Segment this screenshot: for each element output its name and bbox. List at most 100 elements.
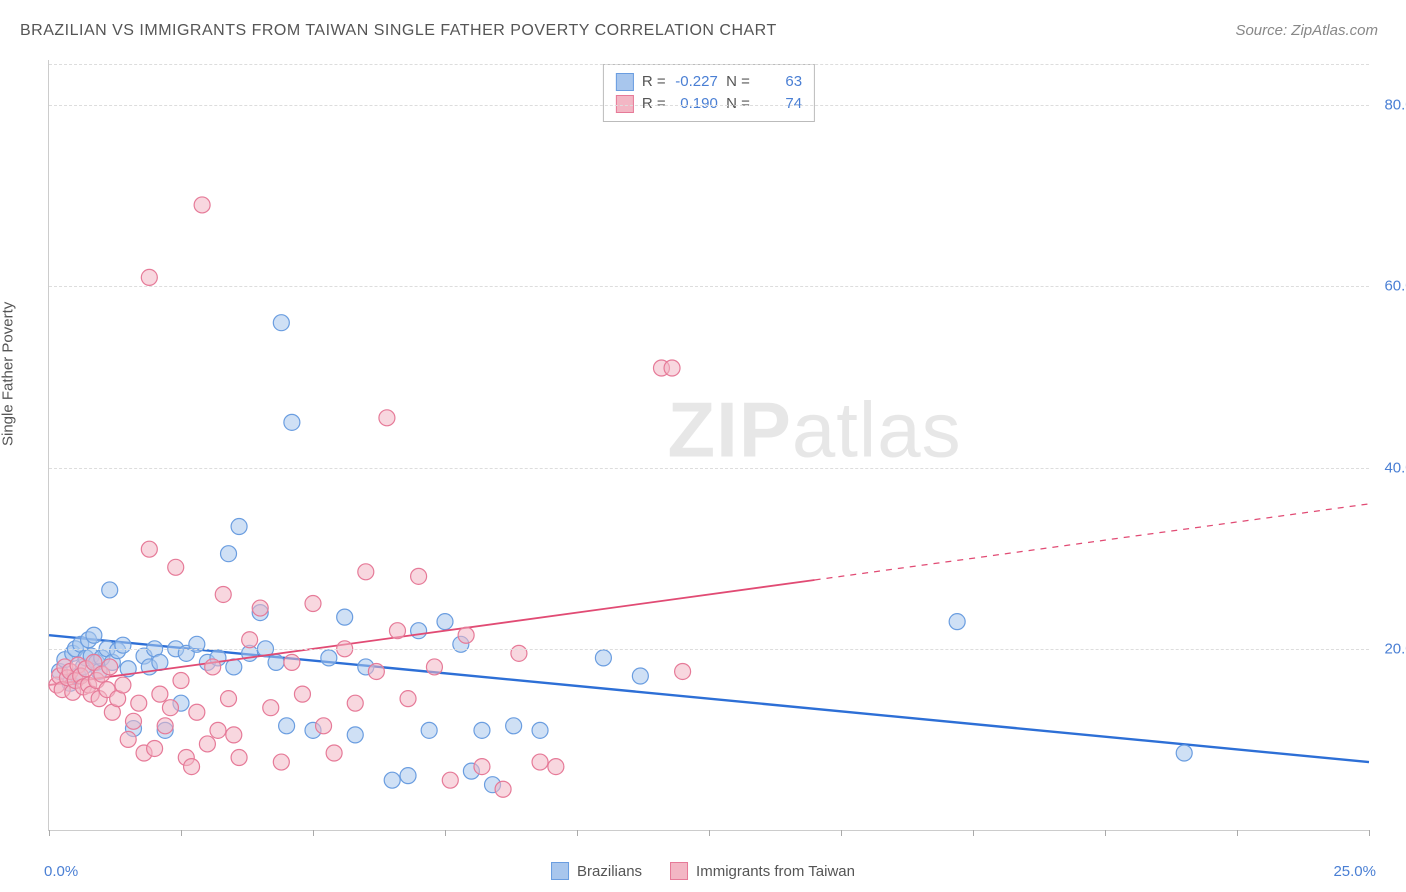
gridline-h	[49, 105, 1369, 106]
data-point	[284, 414, 300, 430]
data-point	[184, 759, 200, 775]
data-point	[632, 668, 648, 684]
data-point	[442, 772, 458, 788]
gridline-h	[49, 468, 1369, 469]
data-point	[162, 700, 178, 716]
data-point	[548, 759, 564, 775]
x-tick	[841, 830, 842, 836]
data-point	[168, 559, 184, 575]
data-point	[400, 768, 416, 784]
data-point	[532, 754, 548, 770]
data-point	[215, 586, 231, 602]
data-point	[337, 609, 353, 625]
y-tick-label: 20.0%	[1384, 640, 1406, 657]
data-point	[506, 718, 522, 734]
data-point	[157, 718, 173, 734]
x-tick	[1237, 830, 1238, 836]
data-point	[326, 745, 342, 761]
data-point	[532, 722, 548, 738]
data-point	[458, 627, 474, 643]
data-point	[321, 650, 337, 666]
data-point	[595, 650, 611, 666]
data-point	[141, 269, 157, 285]
data-point	[152, 654, 168, 670]
data-point	[189, 704, 205, 720]
data-point	[495, 781, 511, 797]
data-point	[102, 659, 118, 675]
data-point	[147, 740, 163, 756]
data-point	[474, 759, 490, 775]
data-point	[115, 677, 131, 693]
x-axis-min-label: 0.0%	[44, 863, 78, 880]
data-point	[421, 722, 437, 738]
data-point	[131, 695, 147, 711]
scatter-svg	[49, 60, 1369, 830]
data-point	[284, 654, 300, 670]
data-point	[347, 727, 363, 743]
x-tick	[445, 830, 446, 836]
data-point	[305, 596, 321, 612]
data-point	[115, 637, 131, 653]
gridline-h	[49, 649, 1369, 650]
data-point	[1176, 745, 1192, 761]
legend-item-brazilians: Brazilians	[551, 862, 642, 880]
data-point	[426, 659, 442, 675]
data-point	[221, 691, 237, 707]
data-point	[194, 197, 210, 213]
data-point	[675, 663, 691, 679]
chart-title: BRAZILIAN VS IMMIGRANTS FROM TAIWAN SING…	[20, 22, 777, 40]
data-point	[102, 582, 118, 598]
y-tick-label: 40.0%	[1384, 459, 1406, 476]
data-point	[511, 645, 527, 661]
data-point	[411, 623, 427, 639]
data-point	[437, 614, 453, 630]
data-point	[474, 722, 490, 738]
data-point	[279, 718, 295, 734]
x-axis-max-label: 25.0%	[1333, 863, 1376, 880]
source-attribution: Source: ZipAtlas.com	[1235, 22, 1378, 39]
data-point	[384, 772, 400, 788]
data-point	[141, 541, 157, 557]
legend-item-taiwan: Immigrants from Taiwan	[670, 862, 855, 880]
data-point	[242, 632, 258, 648]
data-point	[389, 623, 405, 639]
data-point	[199, 736, 215, 752]
data-point	[125, 713, 141, 729]
y-tick-label: 80.0%	[1384, 97, 1406, 114]
data-point	[226, 727, 242, 743]
swatch-pink	[670, 862, 688, 880]
x-tick	[577, 830, 578, 836]
data-point	[400, 691, 416, 707]
series-legend: Brazilians Immigrants from Taiwan	[551, 862, 855, 880]
x-tick	[973, 830, 974, 836]
data-point	[358, 564, 374, 580]
data-point	[379, 410, 395, 426]
plot-area: ZIPatlas R = -0.227 N = 63 R = 0.190 N =…	[48, 60, 1369, 831]
gridline-h	[49, 286, 1369, 287]
data-point	[205, 659, 221, 675]
x-tick	[313, 830, 314, 836]
swatch-blue	[551, 862, 569, 880]
data-point	[949, 614, 965, 630]
data-point	[86, 627, 102, 643]
x-tick	[181, 830, 182, 836]
y-tick-label: 60.0%	[1384, 278, 1406, 295]
x-tick	[709, 830, 710, 836]
x-tick	[49, 830, 50, 836]
data-point	[316, 718, 332, 734]
data-point	[368, 663, 384, 679]
data-point	[173, 673, 189, 689]
data-point	[273, 315, 289, 331]
data-point	[252, 600, 268, 616]
data-point	[152, 686, 168, 702]
data-point	[263, 700, 279, 716]
data-point	[268, 654, 284, 670]
data-point	[347, 695, 363, 711]
x-tick	[1105, 830, 1106, 836]
data-point	[120, 731, 136, 747]
regression-line-extrapolated	[815, 504, 1369, 580]
x-tick	[1369, 830, 1370, 836]
data-point	[189, 636, 205, 652]
data-point	[231, 519, 247, 535]
data-point	[231, 750, 247, 766]
